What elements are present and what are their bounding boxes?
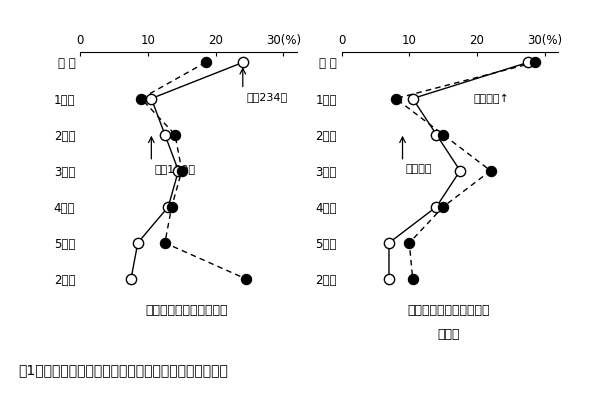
Point (384, 240, 394, 246)
Text: の構成: の構成 (437, 328, 460, 341)
Point (241, 276, 251, 282)
Text: 苗立234本: 苗立234本 (246, 92, 287, 102)
Point (530, 59, 539, 66)
Point (133, 240, 143, 246)
Text: 苗立数と節位別穂の構成: 苗立数と節位別穂の構成 (146, 304, 228, 317)
Point (408, 276, 418, 282)
Point (238, 59, 248, 66)
Point (160, 131, 170, 138)
Point (408, 95, 418, 102)
Point (177, 168, 187, 174)
Text: 苗立120本: 苗立120本 (154, 164, 195, 174)
Point (432, 204, 441, 210)
Point (147, 95, 156, 102)
Point (432, 131, 441, 138)
Text: 全層施肖: 全層施肖 (406, 164, 432, 174)
Point (456, 168, 465, 174)
Point (160, 240, 170, 246)
Point (167, 204, 176, 210)
Point (384, 276, 394, 282)
Point (405, 240, 414, 246)
Point (170, 131, 180, 138)
Point (163, 204, 173, 210)
Point (137, 95, 146, 102)
Point (523, 59, 533, 66)
Point (127, 276, 136, 282)
Point (438, 204, 448, 210)
Text: 側条施肖水稲の節位別穂: 側条施肖水稲の節位別穂 (407, 304, 489, 317)
Point (391, 95, 400, 102)
Point (486, 168, 495, 174)
Text: 図1　苗立数及び施肖法が節位別穂の構成に及ぼす影響: 図1 苗立数及び施肖法が節位別穂の構成に及ぼす影響 (18, 363, 228, 377)
Point (173, 168, 183, 174)
Point (438, 131, 448, 138)
Point (201, 59, 210, 66)
Text: 側条施肖↑: 側条施肖↑ (473, 94, 510, 104)
